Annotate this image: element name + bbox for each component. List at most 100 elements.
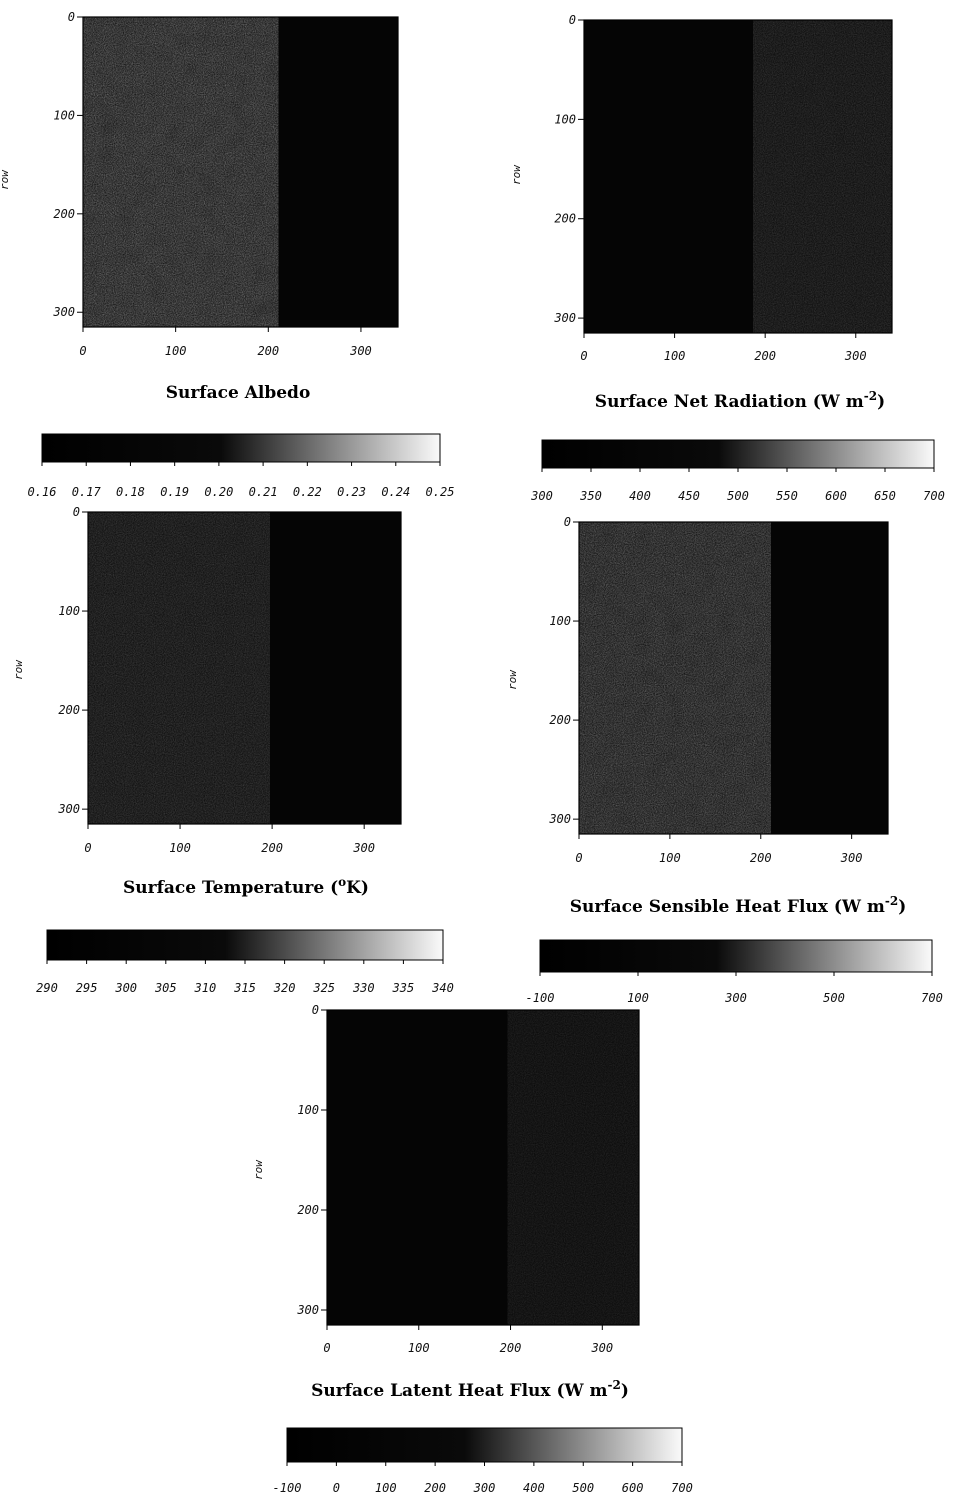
y-tick-label: 100 <box>297 1103 319 1117</box>
colorbar <box>46 929 444 961</box>
colorbar <box>541 439 935 469</box>
colorbar-tick-label: 315 <box>233 981 256 995</box>
y-tick-label: 200 <box>297 1203 319 1217</box>
x-tick-label: 300 <box>352 841 375 855</box>
heatmap-frame <box>578 521 889 835</box>
heatmap-texture <box>753 20 892 333</box>
y-tick-label: 200 <box>53 207 75 221</box>
colorbar <box>539 939 933 973</box>
colorbar-tick-label: 650 <box>874 489 896 503</box>
colorbar-tick-label: -100 <box>273 1481 302 1495</box>
heatmap-texture <box>88 512 270 824</box>
y-tick-label: 0 <box>68 10 75 24</box>
y-axis-label: row <box>510 164 523 185</box>
colorbar-tick-label: 500 <box>572 1481 594 1495</box>
x-tick-label: 100 <box>664 349 686 363</box>
y-axis-label: row <box>12 659 25 680</box>
panel-4: 0 100 200 300 0 100 200 300 row Surface Sensible … <box>506 515 943 1005</box>
y-axis-label: row <box>0 169 11 190</box>
panel-1: 0 100 200 300 0 100 200 300 row Surface Albedo 0.1… <box>0 10 454 499</box>
colorbar-tick-label: 300 <box>724 991 747 1005</box>
x-tick-label: 0 <box>323 1341 330 1355</box>
colorbar-tick-label: 0.23 <box>337 485 366 499</box>
heatmap-frame <box>82 16 399 328</box>
colorbar-tick-label: 300 <box>530 489 553 503</box>
x-tick-label: 100 <box>165 344 187 358</box>
colorbar-tick-label: 500 <box>727 489 749 503</box>
colorbar-tick-label: 310 <box>194 981 217 995</box>
colorbar-tick-label: 300 <box>114 981 137 995</box>
chart-title: Surface Latent Heat Flux (W m-2) <box>311 1378 629 1401</box>
y-tick-label: 0 <box>569 13 576 27</box>
x-tick-label: 100 <box>169 841 191 855</box>
x-tick-label: 200 <box>500 1341 522 1355</box>
colorbar-tick-label: 400 <box>523 1481 545 1495</box>
colorbar <box>286 1427 683 1463</box>
y-tick-label: 200 <box>58 703 80 717</box>
colorbar-tick-label: 500 <box>823 991 845 1005</box>
x-tick-label: 0 <box>79 344 86 358</box>
x-tick-label: 200 <box>257 344 279 358</box>
chart-title: Surface Temperature (oK) <box>123 875 369 898</box>
y-axis-label: row <box>252 1159 265 1180</box>
colorbar-tick-label: -100 <box>526 991 555 1005</box>
y-tick-label: 100 <box>554 112 576 126</box>
colorbar-tick-label: 400 <box>629 489 651 503</box>
y-tick-label: 0 <box>564 515 571 529</box>
colorbar-tick-label: 300 <box>473 1481 496 1495</box>
colorbar-tick-label: 335 <box>392 981 415 995</box>
y-tick-label: 100 <box>58 604 80 618</box>
colorbar-tick-label: 600 <box>622 1481 644 1495</box>
colorbar-tick-label: 305 <box>154 981 177 995</box>
colorbar-tick-label: 450 <box>678 489 700 503</box>
y-tick-label: 200 <box>549 713 571 727</box>
colorbar-tick-label: 330 <box>352 981 375 995</box>
x-tick-label: 0 <box>84 841 91 855</box>
x-tick-label: 300 <box>590 1341 613 1355</box>
y-tick-label: 300 <box>52 305 75 319</box>
y-tick-label: 100 <box>549 614 571 628</box>
panel-2: 0 100 200 300 0 100 200 300 row Surface Net Radia… <box>510 13 945 503</box>
y-axis-label: row <box>506 669 519 690</box>
heatmap-texture <box>579 522 771 834</box>
y-tick-label: 200 <box>554 212 576 226</box>
x-tick-label: 300 <box>840 851 863 865</box>
colorbar-tick-label: 0.17 <box>72 485 102 499</box>
x-tick-label: 300 <box>844 349 867 363</box>
colorbar-tick-label: 700 <box>921 991 943 1005</box>
colorbar-tick-label: 325 <box>312 981 335 995</box>
chart-title: Surface Net Radiation (W m-2) <box>595 389 885 412</box>
colorbar-tick-label: 0.22 <box>293 485 322 499</box>
heatmap-texture <box>83 17 279 327</box>
colorbar-tick-label: 200 <box>424 1481 446 1495</box>
colorbar-tick-label: 550 <box>776 489 798 503</box>
panel-3: 0 100 200 300 0 100 200 300 row Surface Temperatu… <box>12 505 454 995</box>
heatmap-texture <box>507 1010 639 1325</box>
colorbar-tick-label: 320 <box>273 981 296 995</box>
chart-title: Surface Sensible Heat Flux (W m-2) <box>570 894 907 917</box>
chart-title: Surface Albedo <box>166 383 311 403</box>
colorbar-tick-label: 0.21 <box>249 485 278 499</box>
colorbar-tick-label: 0.19 <box>160 485 189 499</box>
colorbar-tick-label: 350 <box>579 489 602 503</box>
colorbar-tick-label: 340 <box>431 981 454 995</box>
colorbar-tick-label: 290 <box>36 981 58 995</box>
y-tick-label: 300 <box>548 812 571 826</box>
y-tick-label: 300 <box>553 311 576 325</box>
colorbar-tick-label: 700 <box>923 489 945 503</box>
x-tick-label: 200 <box>750 851 772 865</box>
x-tick-label: 0 <box>580 349 587 363</box>
panel-5: 0 100 200 300 0 100 200 300 row Surface Latent He… <box>252 1003 693 1495</box>
x-tick-label: 100 <box>408 1341 430 1355</box>
colorbar-tick-label: 100 <box>375 1481 397 1495</box>
colorbar-tick-label: 100 <box>627 991 649 1005</box>
x-tick-label: 100 <box>659 851 681 865</box>
x-tick-label: 200 <box>261 841 283 855</box>
y-tick-label: 300 <box>57 802 80 816</box>
colorbar-tick-label: 0.16 <box>28 485 57 499</box>
colorbar-tick-label: 700 <box>671 1481 693 1495</box>
x-tick-label: 300 <box>349 344 372 358</box>
colorbar <box>41 433 441 463</box>
heatmap-frame <box>87 511 402 825</box>
